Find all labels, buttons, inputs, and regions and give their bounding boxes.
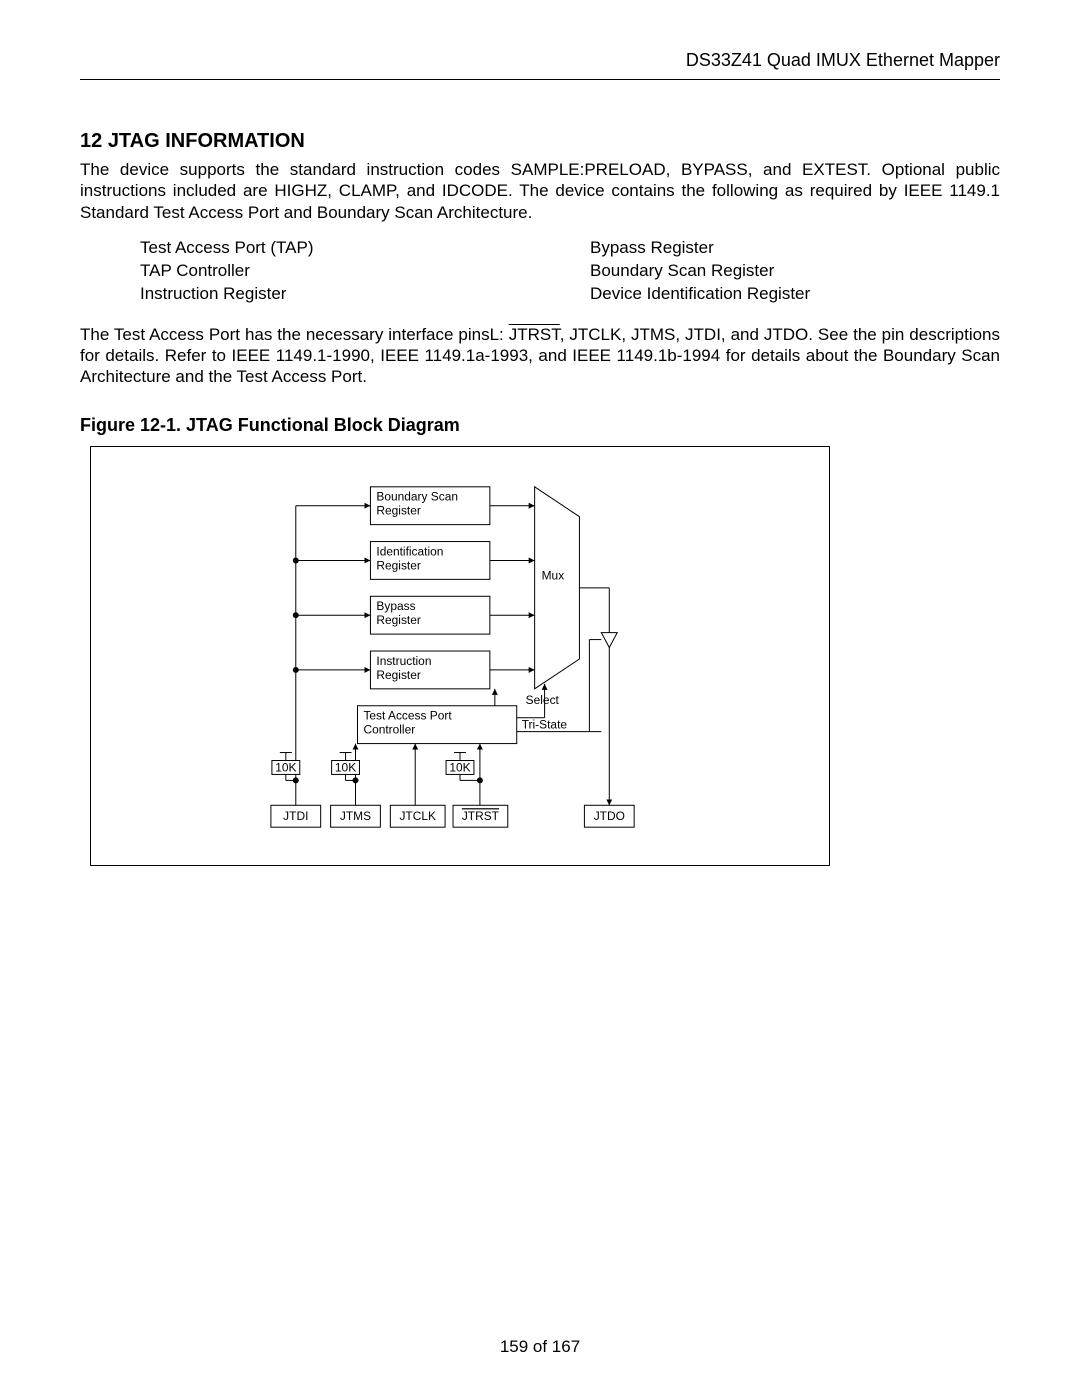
figure-caption: Figure 12-1. JTAG Functional Block Diagr…	[80, 415, 1000, 436]
svg-text:JTDI: JTDI	[283, 810, 308, 824]
paragraph-2-pre: The Test Access Port has the necessary i…	[80, 325, 509, 344]
list-item: TAP Controller	[140, 260, 550, 283]
feature-list-left: Test Access Port (TAP) TAP Controller In…	[80, 237, 550, 306]
svg-text:10K: 10K	[275, 761, 296, 775]
svg-text:JTCLK: JTCLK	[399, 810, 436, 824]
svg-text:Tri-State: Tri-State	[522, 718, 568, 732]
svg-text:Register: Register	[376, 559, 420, 573]
list-item: Device Identification Register	[590, 283, 1000, 306]
svg-text:Select: Select	[526, 693, 560, 707]
section-title-text: JTAG INFORMATION	[108, 130, 305, 152]
list-item: Test Access Port (TAP)	[140, 237, 550, 260]
svg-text:10K: 10K	[335, 761, 356, 775]
svg-text:JTMS: JTMS	[340, 810, 371, 824]
signal-name-overline: JTRST	[509, 325, 560, 344]
running-header: DS33Z41 Quad IMUX Ethernet Mapper	[80, 50, 1000, 80]
list-item: Instruction Register	[140, 283, 550, 306]
svg-text:Register: Register	[376, 668, 420, 682]
svg-text:JTDO: JTDO	[594, 810, 625, 824]
feature-list: Test Access Port (TAP) TAP Controller In…	[80, 237, 1000, 306]
paragraph-1: The device supports the standard instruc…	[80, 159, 1000, 223]
page: DS33Z41 Quad IMUX Ethernet Mapper 12 JTA…	[0, 0, 1080, 906]
page-number: 159 of 167	[500, 1337, 580, 1356]
svg-text:Instruction: Instruction	[376, 654, 431, 668]
section-heading: 12 JTAG INFORMATION	[80, 130, 1000, 153]
list-item: Boundary Scan Register	[590, 260, 1000, 283]
list-item: Bypass Register	[590, 237, 1000, 260]
svg-text:Boundary Scan: Boundary Scan	[376, 490, 458, 504]
page-footer: 159 of 167	[0, 1337, 1080, 1357]
feature-list-right: Bypass Register Boundary Scan Register D…	[550, 237, 1000, 306]
diagram-svg: Boundary ScanRegisterIdentificationRegis…	[91, 447, 829, 865]
paragraph-2: The Test Access Port has the necessary i…	[80, 324, 1000, 388]
svg-text:Register: Register	[376, 504, 420, 518]
header-title: DS33Z41 Quad IMUX Ethernet Mapper	[686, 50, 1000, 70]
svg-text:Mux: Mux	[542, 569, 565, 583]
svg-text:10K: 10K	[449, 761, 470, 775]
jtag-block-diagram: Boundary ScanRegisterIdentificationRegis…	[90, 446, 830, 866]
svg-text:Bypass: Bypass	[376, 600, 415, 614]
svg-text:Controller: Controller	[363, 723, 415, 737]
svg-text:Register: Register	[376, 613, 420, 627]
section-number: 12	[80, 130, 102, 152]
svg-text:JTRST: JTRST	[462, 810, 500, 824]
svg-text:Test Access Port: Test Access Port	[363, 709, 452, 723]
svg-text:Identification: Identification	[376, 545, 443, 559]
